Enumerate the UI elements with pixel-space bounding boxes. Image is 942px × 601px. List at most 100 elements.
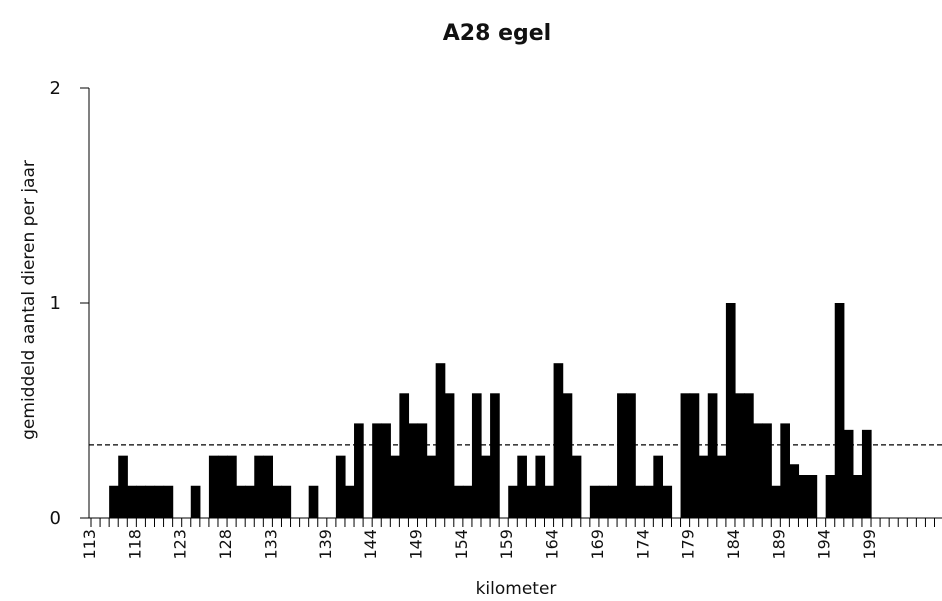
bar-km-128: [227, 455, 237, 518]
bar-km-154: [462, 485, 473, 518]
bar-km-189: [780, 423, 790, 518]
x-tick-label: 113: [80, 529, 99, 560]
bar-km-121: [163, 485, 174, 518]
bar-km-161: [526, 485, 537, 518]
y-axis-label: gemiddeld aantal dieren per jaar: [19, 160, 39, 440]
bar-km-115: [109, 485, 119, 518]
bar-km-124: [190, 485, 201, 518]
bar-km-120: [154, 485, 165, 518]
bar-km-116: [118, 455, 128, 518]
x-tick-label: 199: [860, 529, 879, 560]
bar-km-150: [426, 455, 437, 518]
bar-km-192: [807, 475, 818, 518]
bar-km-159: [508, 485, 518, 518]
x-tick-label: 123: [171, 529, 190, 560]
bar-km-132: [263, 455, 273, 518]
bar-km-145: [381, 423, 391, 518]
x-tick-label: 194: [815, 529, 834, 560]
bar-km-183: [725, 303, 736, 518]
bar-km-162: [535, 455, 546, 518]
bar-km-153: [453, 485, 464, 518]
bar-km-173: [635, 485, 645, 518]
bars-group: [109, 303, 872, 518]
bar-km-185: [744, 393, 754, 518]
x-axis-label: kilometer: [476, 579, 557, 599]
bar-km-176: [662, 485, 673, 518]
bar-km-197: [852, 475, 863, 518]
x-tick-label: 159: [497, 529, 516, 560]
y-tick-label: 0: [50, 508, 61, 529]
bar-km-126: [208, 455, 219, 518]
bar-km-170: [607, 485, 618, 518]
x-tick-label: 118: [125, 529, 144, 560]
bar-km-194: [825, 475, 836, 518]
bar-km-156: [481, 455, 491, 518]
bar-km-137: [308, 485, 319, 518]
x-tick-label: 169: [588, 529, 607, 560]
bar-km-146: [390, 455, 400, 518]
bar-km-147: [399, 393, 410, 518]
x-tick-label: 128: [216, 529, 235, 560]
bar-km-142: [354, 423, 364, 518]
bar-km-118: [136, 485, 147, 518]
bar-km-127: [217, 455, 228, 518]
bar-km-175: [653, 455, 664, 518]
bar-km-155: [471, 393, 482, 518]
bar-km-166: [571, 455, 582, 518]
bar-km-160: [517, 455, 527, 518]
bar-km-144: [372, 423, 382, 518]
bar-km-148: [408, 423, 419, 518]
bar-km-179: [689, 393, 700, 518]
bar-km-130: [245, 485, 255, 518]
bar-km-182: [716, 455, 727, 518]
bar-km-157: [490, 393, 500, 518]
bar-km-169: [598, 485, 609, 518]
x-tick-label: 189: [769, 529, 788, 560]
bar-km-198: [861, 429, 872, 518]
bar-km-184: [734, 393, 745, 518]
bar-km-149: [417, 423, 428, 518]
bar-km-186: [753, 423, 763, 518]
bar-km-129: [236, 485, 246, 518]
bar-km-119: [145, 485, 156, 518]
y-tick-label: 2: [50, 78, 61, 99]
bar-km-152: [444, 393, 455, 518]
bar-km-172: [626, 393, 636, 518]
bar-km-195: [834, 303, 845, 518]
axes-group: [88, 88, 942, 519]
x-ticks-group: 113 118 123 128 133 139 144 149 154 159 164 169 174 1…: [80, 518, 942, 560]
bar-km-131: [254, 455, 264, 518]
bar-km-134: [281, 485, 292, 518]
x-tick-label: 139: [316, 529, 335, 560]
x-tick-label: 133: [261, 529, 280, 560]
bar-km-191: [798, 475, 809, 518]
y-ticks-group: 0 1 2: [50, 78, 89, 529]
x-tick-label: 174: [633, 529, 652, 560]
bar-km-188: [771, 485, 781, 518]
bar-km-196: [843, 429, 854, 518]
bar-km-180: [698, 455, 709, 518]
bar-km-174: [644, 485, 654, 518]
x-tick-label: 144: [361, 529, 380, 560]
x-tick-label: 154: [452, 529, 471, 560]
chart-title: A28 egel: [443, 21, 551, 46]
bar-km-187: [762, 423, 772, 518]
bar-km-181: [707, 393, 718, 518]
bar-km-140: [335, 455, 346, 518]
bar-km-141: [344, 485, 355, 518]
bar-km-163: [544, 485, 555, 518]
x-tick-label: 149: [407, 529, 426, 560]
bar-km-171: [617, 393, 627, 518]
bar-km-164: [553, 363, 564, 518]
x-tick-label: 164: [543, 529, 562, 560]
bar-km-168: [589, 485, 600, 518]
bar-km-165: [562, 393, 573, 518]
y-tick-label: 1: [50, 293, 61, 314]
bar-km-133: [272, 485, 283, 518]
bar-km-178: [680, 393, 691, 518]
x-tick-label: 184: [724, 529, 743, 560]
bar-km-117: [127, 485, 137, 518]
bar-km-151: [435, 363, 446, 518]
